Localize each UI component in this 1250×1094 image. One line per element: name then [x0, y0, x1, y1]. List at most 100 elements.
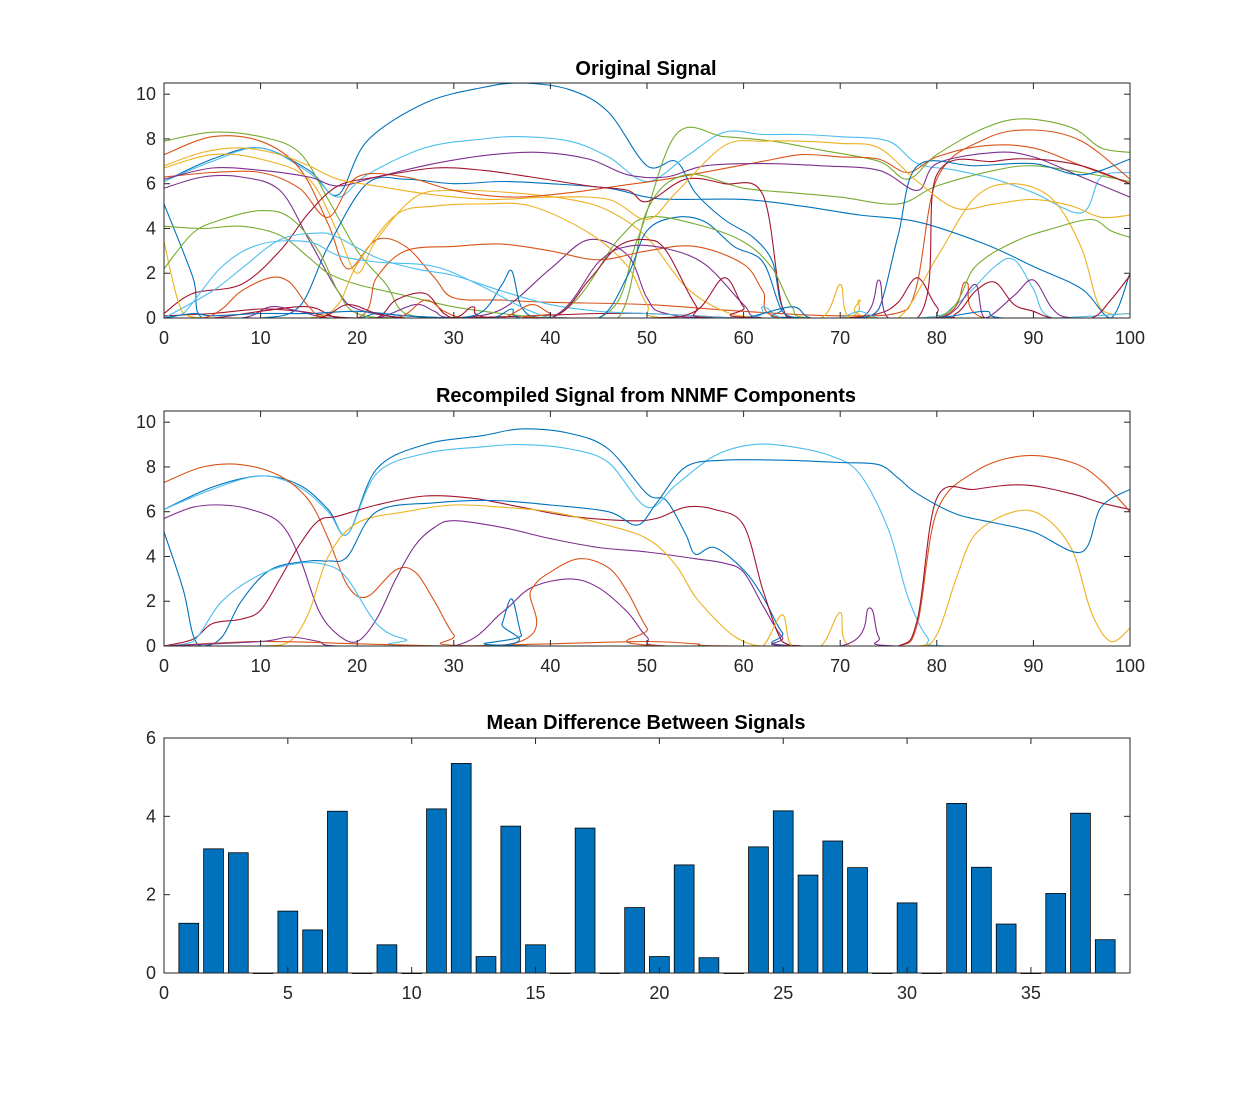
- original-signal-ticks: 0 10 20 30 40 50 60 70 80 90 100 0 2 4 6 8 10: [136, 83, 1145, 348]
- x-tick-label: 80: [927, 656, 947, 676]
- x-tick-label: 60: [734, 656, 754, 676]
- x-tick-label: 15: [526, 983, 546, 1003]
- bar: [500, 825, 522, 974]
- bar: [277, 910, 299, 974]
- bar: [574, 827, 596, 974]
- series-line: [163, 130, 1131, 214]
- x-tick-label: 0: [159, 328, 169, 348]
- bar: [698, 957, 720, 974]
- bar: [847, 867, 868, 974]
- y-tick-label: 4: [146, 806, 156, 826]
- x-tick-label: 40: [540, 328, 560, 348]
- recompiled-signal-plot: Recompiled Signal from NNMF Components 0…: [136, 385, 1145, 676]
- y-tick-label: 0: [146, 308, 156, 328]
- bar: [1070, 812, 1091, 974]
- x-tick-label: 20: [649, 983, 669, 1003]
- y-tick-label: 0: [146, 963, 156, 983]
- bar: [376, 944, 398, 974]
- series-line: [163, 158, 1131, 319]
- mean-difference-plot: Mean Difference Between Signals 0 5 10 15 20…: [146, 712, 1131, 1003]
- bar: [426, 808, 447, 974]
- bar: [1045, 893, 1067, 974]
- x-tick-label: 0: [159, 983, 169, 1003]
- bar: [995, 923, 1017, 974]
- series-line: [163, 443, 1130, 647]
- x-tick-label: 30: [897, 983, 917, 1003]
- x-tick-label: 100: [1115, 656, 1145, 676]
- mean-difference-axes-box: [163, 737, 1131, 974]
- y-tick-label: 2: [146, 263, 156, 283]
- bar: [1094, 939, 1116, 974]
- x-tick-label: 80: [927, 328, 947, 348]
- series-line: [163, 578, 1130, 647]
- y-tick-label: 2: [146, 885, 156, 905]
- series-line: [163, 484, 1131, 647]
- mean-difference-bars: [178, 763, 1116, 975]
- bar: [227, 852, 249, 974]
- mean-difference-title: Mean Difference Between Signals: [487, 712, 806, 734]
- series-line: [163, 129, 1131, 317]
- bar: [772, 810, 794, 974]
- bar: [624, 907, 645, 974]
- series-line: [163, 459, 1131, 647]
- bar: [971, 866, 992, 974]
- x-tick-label: 25: [773, 983, 793, 1003]
- bar: [896, 902, 918, 974]
- y-tick-label: 10: [136, 84, 156, 104]
- original-signal-axes-box: [163, 82, 1131, 319]
- series-line: [163, 504, 1130, 647]
- y-tick-label: 4: [146, 218, 156, 238]
- bar: [475, 956, 497, 974]
- x-tick-label: 20: [347, 656, 367, 676]
- bar: [178, 922, 200, 974]
- bar: [450, 763, 472, 974]
- series-line: [163, 153, 1131, 319]
- series-line: [164, 504, 1131, 647]
- x-tick-label: 40: [540, 656, 560, 676]
- recompiled-signal-axes-box: [163, 410, 1131, 647]
- bar: [302, 929, 323, 974]
- bar: [748, 846, 769, 974]
- series-line: [164, 276, 1130, 319]
- original-signal-plot: Original Signal 0 10 20 30 40 50 60 70 80 90 100 0 2…: [136, 58, 1145, 348]
- y-tick-label: 6: [146, 174, 156, 194]
- original-signal-title: Original Signal: [575, 58, 716, 80]
- series-line: [163, 144, 1131, 218]
- x-tick-label: 60: [734, 328, 754, 348]
- x-tick-label: 35: [1021, 983, 1041, 1003]
- x-tick-label: 30: [444, 656, 464, 676]
- y-tick-label: 6: [146, 502, 156, 522]
- series-line: [163, 151, 1131, 198]
- y-tick-label: 2: [146, 591, 156, 611]
- x-tick-label: 10: [251, 656, 271, 676]
- x-tick-label: 20: [347, 328, 367, 348]
- x-tick-label: 10: [251, 328, 271, 348]
- x-tick-label: 70: [830, 656, 850, 676]
- series-line: [163, 454, 1131, 647]
- x-tick-label: 0: [159, 656, 169, 676]
- y-tick-label: 8: [146, 129, 156, 149]
- x-tick-label: 30: [444, 328, 464, 348]
- y-tick-label: 6: [146, 728, 156, 748]
- y-tick-label: 8: [146, 457, 156, 477]
- series-line: [163, 118, 1131, 319]
- series-line: [163, 139, 1131, 221]
- mean-difference-ticks: 0 5 10 15 20 25 30 35 0 2 4 6: [146, 728, 1130, 1003]
- bar: [946, 803, 967, 974]
- bar: [673, 864, 695, 974]
- x-tick-label: 100: [1115, 328, 1145, 348]
- bar: [797, 874, 819, 974]
- bar: [822, 840, 844, 974]
- x-tick-label: 50: [637, 656, 657, 676]
- recompiled-signal-title: Recompiled Signal from NNMF Components: [436, 385, 856, 407]
- series-line: [163, 209, 1131, 319]
- y-tick-label: 4: [146, 546, 156, 566]
- x-tick-label: 50: [637, 328, 657, 348]
- y-tick-label: 10: [136, 412, 156, 432]
- x-tick-label: 90: [1023, 656, 1043, 676]
- bar: [327, 810, 348, 974]
- x-tick-label: 70: [830, 328, 850, 348]
- y-tick-label: 0: [146, 636, 156, 656]
- x-tick-label: 10: [402, 983, 422, 1003]
